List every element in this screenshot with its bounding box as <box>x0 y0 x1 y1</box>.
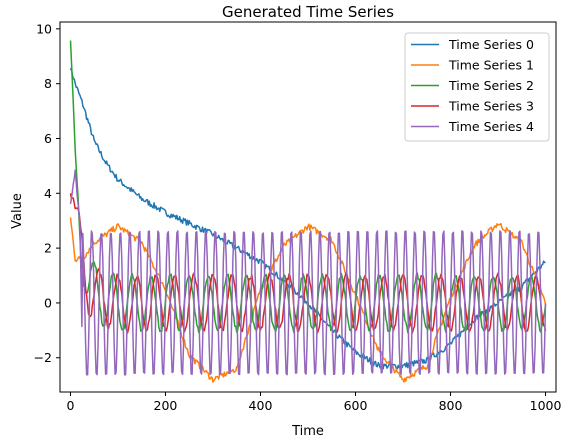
x-tick-label: 800 <box>439 398 463 413</box>
y-tick-label: 10 <box>36 21 52 36</box>
y-axis-label: Value <box>10 193 25 229</box>
legend-label: Time Series 4 <box>448 119 534 134</box>
x-axis: 0 200 400 600 800 1000 <box>66 392 562 413</box>
legend: Time Series 0 Time Series 1 Time Series 2 T… <box>404 32 550 142</box>
chart-title: Generated Time Series <box>222 3 394 21</box>
y-tick-label: 0 <box>44 295 52 310</box>
y-tick-label: −2 <box>34 350 52 365</box>
y-tick-label: 8 <box>44 76 52 91</box>
x-tick-label: 600 <box>344 398 368 413</box>
y-tick-label: 6 <box>44 131 52 146</box>
series-layer <box>69 40 547 383</box>
legend-label: Time Series 0 <box>448 37 534 52</box>
x-tick-label: 400 <box>249 398 273 413</box>
legend-label: Time Series 1 <box>448 58 534 73</box>
x-tick-label: 200 <box>154 398 178 413</box>
legend-box <box>404 32 550 142</box>
y-tick-label: 4 <box>44 186 52 201</box>
x-tick-label: 0 <box>66 398 74 413</box>
y-axis: −2 0 2 4 6 8 10 <box>34 21 60 365</box>
legend-label: Time Series 3 <box>448 99 534 114</box>
x-tick-label: 1000 <box>530 398 562 413</box>
x-axis-label: Time <box>291 424 324 439</box>
series-line-4 <box>69 169 547 376</box>
legend-label: Time Series 2 <box>448 78 534 93</box>
plot-frame <box>59 21 557 393</box>
y-tick-label: 2 <box>44 241 52 256</box>
